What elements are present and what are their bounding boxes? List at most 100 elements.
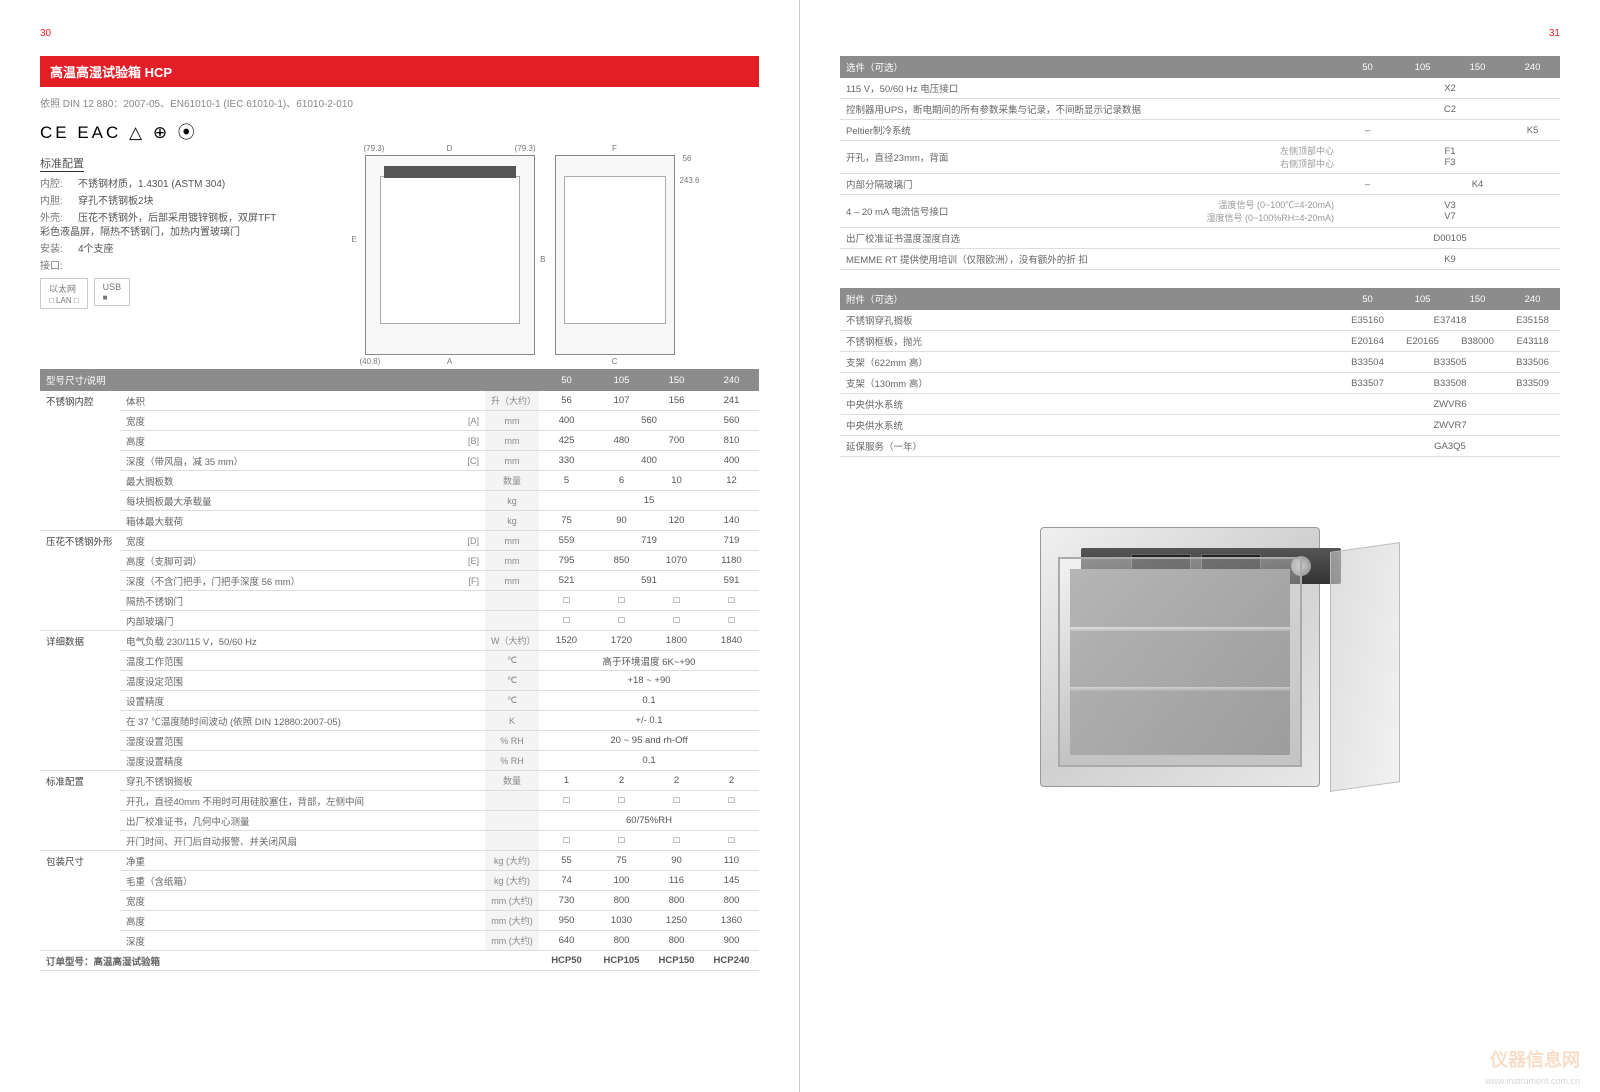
config-line: 内胆:穿孔不锈钢板2块 [40,195,280,209]
opts-col: 105 [1395,56,1450,78]
spec-code [455,611,485,631]
watermark-url: www.instrument.com.cn [1485,1076,1580,1086]
spec-section: 压花不锈钢外形 [40,531,120,631]
options-table: 选件（可选）50105150240115 V，50/60 Hz 电压接口X2控制… [840,56,1560,270]
opts-label: Peltier制冷系统 [840,120,1190,141]
opts-value: B33505 [1395,352,1505,373]
opts-sublabel [1190,120,1340,141]
order-code: HCP150 [649,951,704,971]
spec-label: 高度 [120,431,455,451]
page-number-left: 30 [40,28,51,39]
spec-value: □ [704,831,759,851]
opts-col: 50 [1340,56,1395,78]
spec-code: [A] [455,411,485,431]
spec-value: □ [539,611,594,631]
spec-unit: kg (大约) [485,851,539,871]
page-title: 高温高湿试验箱 HCP [40,56,759,87]
spec-section: 不锈钢内腔 [40,391,120,531]
spec-unit: mm (大约) [485,931,539,951]
spec-code [455,711,485,731]
spec-unit: ℃ [485,671,539,691]
opts-value: ZWVR7 [1340,415,1560,436]
opts-label: 内部分隔玻璃门 [840,174,1190,195]
spec-value: 800 [649,891,704,911]
spec-unit [485,611,539,631]
opts-header: 选件（可选） [840,56,1340,78]
spec-label: 每块搁板最大承载量 [120,491,455,511]
opts-value: K9 [1340,249,1560,270]
spec-label: 宽度 [120,531,455,551]
spec-unit: mm [485,451,539,471]
spec-value: 0.1 [539,691,759,711]
watermark-logo: 仪器信息网 [1490,1046,1580,1072]
spec-value: 1520 [539,631,594,651]
opts-value: B33508 [1395,373,1505,394]
spec-value: 795 [539,551,594,571]
page-right: 31 选件（可选）50105150240115 V，50/60 Hz 电压接口X… [800,0,1600,1092]
opts-value: K4 [1395,174,1560,195]
spec-label: 隔热不锈钢门 [120,591,455,611]
spec-value: 559 [539,531,594,551]
spec-label: 高度 [120,911,455,931]
opts-label: 不锈钢穿孔搁板 [840,310,1340,331]
spec-value: 100 [594,871,649,891]
opts-header: 附件（可选） [840,288,1340,310]
opts-sublabel: 左侧顶部中心 右侧顶部中心 [1190,141,1340,174]
opts-value: E43118 [1505,331,1560,352]
spec-value: 1070 [649,551,704,571]
spec-unit: mm [485,431,539,451]
spec-label: 净重 [120,851,455,871]
spec-code [455,471,485,491]
opts-label: 115 V，50/60 Hz 电压接口 [840,78,1190,99]
spec-table: 型号尺寸/说明50105150240不锈钢内腔体积升（大约）5610715624… [40,369,759,971]
spec-col: 50 [539,369,594,391]
spec-label: 在 37 ℃温度随时间波动 (依照 DIN 12880:2007-05) [120,711,455,731]
cert-icons: CE EAC △ ⊕ ⦿ [40,118,759,143]
opts-col: 150 [1450,288,1505,310]
spec-value: 56 [539,391,594,411]
spec-value: 74 [539,871,594,891]
opts-value: ZWVR6 [1340,394,1560,415]
spec-value: 110 [704,851,759,871]
spec-unit: K [485,711,539,731]
spec-label: 开孔，直径40mm 不用时可用硅胶塞住，背部，左侧中间 [120,791,455,811]
spec-label: 宽度 [120,411,455,431]
catalog-spread: 30 高温高湿试验箱 HCP 依照 DIN 12 880：2007-05、EN6… [0,0,1600,1092]
spec-label: 湿度设置精度 [120,751,455,771]
port-badge: 以太网□ LAN □ [40,278,88,309]
spec-code [455,751,485,771]
spec-unit: % RH [485,751,539,771]
spec-value: □ [594,611,649,631]
spec-value: 591 [704,571,759,591]
opts-value: D00105 [1340,228,1560,249]
spec-unit [485,811,539,831]
opts-label: 控制器用UPS，断电期间的所有参数采集与记录，不间断显示记录数据 [840,99,1190,120]
spec-unit: W（大约） [485,631,539,651]
spec-code [455,631,485,651]
port-badge: USB■ [94,278,131,306]
spec-col: 105 [594,369,649,391]
opts-value: – [1340,174,1395,195]
spec-col: 240 [704,369,759,391]
spec-section: 标准配置 [40,771,120,851]
spec-unit: kg (大约) [485,871,539,891]
spec-value: □ [649,831,704,851]
spec-value: □ [649,591,704,611]
spec-label: 深度 [120,931,455,951]
spec-code: [B] [455,431,485,451]
opts-label: 支架（130mm 高） [840,373,1340,394]
spec-label: 设置精度 [120,691,455,711]
spec-value: 60/75%RH [539,811,759,831]
spec-label: 毛重（含纸箱） [120,871,455,891]
order-code: HCP240 [704,951,759,971]
opts-sublabel [1190,174,1340,195]
spec-code: [D] [455,531,485,551]
spec-value: □ [649,791,704,811]
spec-value: □ [704,791,759,811]
spec-value: 高于环境温度 6K~+90 [539,651,759,671]
spec-unit [485,591,539,611]
spec-value: 90 [594,511,649,531]
spec-label: 温度设定范围 [120,671,455,691]
spec-value: 145 [704,871,759,891]
spec-code [455,811,485,831]
